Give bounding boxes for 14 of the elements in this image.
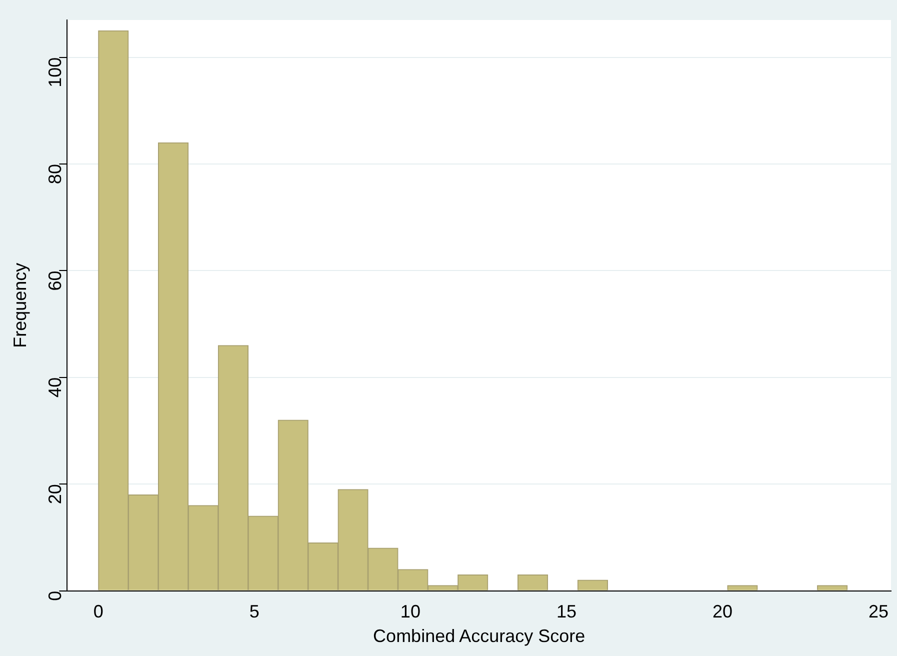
x-tick-label: 10 [400,602,420,622]
x-tick-label: 0 [93,602,104,622]
y-tick-label: 20 [45,484,66,504]
x-tick-label: 5 [249,602,260,622]
x-tick-label: 15 [556,602,576,622]
y-tick-label: 60 [45,270,66,291]
x-axis-title: Combined Accuracy Score [373,626,586,646]
y-tick-label: 100 [45,57,66,88]
y-tick-label: 80 [45,164,66,184]
x-tick-label: 20 [712,602,733,622]
y-tick-label: 0 [45,590,66,601]
x-tick-label: 25 [868,602,889,622]
y-tick-label: 40 [45,377,66,398]
y-axis-title: Frequency [10,262,30,348]
